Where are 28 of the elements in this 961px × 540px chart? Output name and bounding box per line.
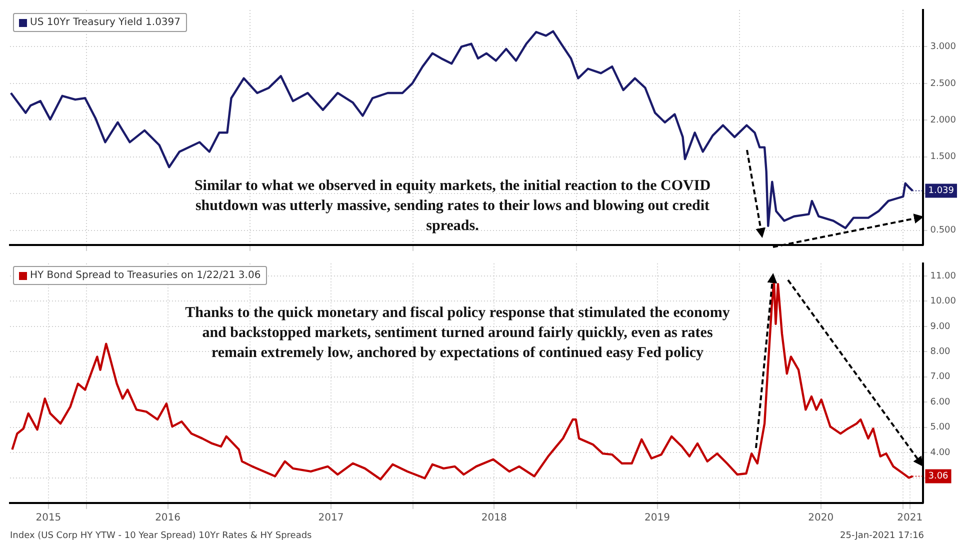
y-tick-label: 2.500 — [930, 78, 956, 89]
x-tick-label: 2019 — [644, 512, 670, 524]
y-tick-label: 7.00 — [930, 372, 951, 382]
y-tick-label: 5.00 — [930, 422, 951, 433]
x-tick-label: 2021 — [897, 512, 923, 524]
y-tick-label: 1.500 — [930, 152, 956, 162]
text: 25-Jan-2021 17:16 — [840, 531, 926, 540]
annotation: Similar to what we observed in equity markets, the initial reaction to the COVID shutdown was utterly massive, sending rates to their lows and blowing out credit spreads. — [193, 177, 712, 236]
y-tick-label: 4.00 — [930, 448, 951, 458]
y-tick-label: 3.000 — [930, 42, 956, 52]
y-tick-label: 0.500 — [930, 226, 956, 236]
x-tick-label: 2016 — [155, 512, 181, 524]
annotation: Thanks to the quick monetary and fiscal policy response that stimulated the economy and backstopped markets, sentiment turned around fairly quickly, even as rates remain extremely low, anchored by expectations of continued easy Fed policy — [185, 304, 730, 363]
legend-label: US 10Yr Treasury Yield 1.0397 — [30, 17, 181, 28]
y-tick-label: 9.00 — [930, 322, 951, 332]
x-tick-label: 2015 — [36, 512, 62, 524]
text: Index (US Corp HY YTW - 10 Year Spread) 10Yr Rates & HY Spreads — [10, 531, 313, 540]
y-tick-label: 11.00 — [930, 271, 956, 282]
x-tick-label: 2018 — [481, 512, 507, 524]
y-tick-label: 6.00 — [930, 397, 951, 408]
annotation: 3.06 — [928, 472, 949, 482]
y-tick-label: 2.000 — [930, 116, 956, 126]
legend-label: HY Bond Spread to Treasuries on 1/22/21 3.06 — [30, 270, 261, 282]
y-tick-label: 8.00 — [930, 347, 951, 358]
y-tick-label: 10.00 — [930, 296, 956, 307]
x-tick-label: 2020 — [808, 512, 834, 524]
annotation: 1.039 — [928, 186, 954, 196]
x-tick-label: 2017 — [318, 512, 344, 524]
